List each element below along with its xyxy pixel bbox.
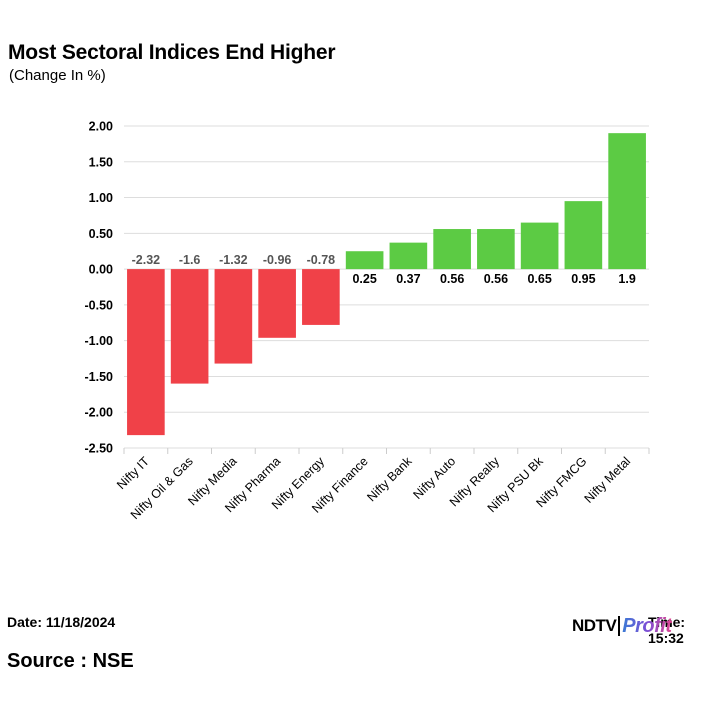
data-label: -1.6 [179, 253, 201, 267]
bar-nifty-energy [302, 269, 340, 325]
y-tick-label: -1.00 [85, 334, 114, 348]
bar-nifty-metal [608, 133, 646, 270]
bar-nifty-it [127, 269, 165, 436]
data-label: 0.95 [571, 272, 595, 286]
logo-divider [618, 616, 621, 636]
bar-nifty-oil-gas [170, 269, 209, 384]
y-tick-label: 1.50 [89, 155, 113, 169]
ndtv-profit-logo: NDTV Profit [572, 612, 672, 640]
bar-nifty-bank [389, 242, 428, 270]
data-label: -1.32 [219, 253, 248, 267]
data-label: 0.37 [396, 272, 420, 286]
y-tick-label: -1.50 [85, 370, 114, 384]
y-tick-label: -2.00 [85, 406, 114, 420]
x-tick-label: Nifty Metal [582, 454, 634, 506]
chart-title: Most Sectoral Indices End Higher [8, 41, 336, 64]
source-label: Source : NSE [7, 650, 134, 672]
bar-nifty-finance [345, 251, 384, 270]
data-label: -0.96 [263, 253, 292, 267]
logo-profit-text: Profit [622, 614, 672, 637]
y-tick-label: 0.50 [89, 227, 113, 241]
x-tick-label: Nifty IT [114, 454, 152, 492]
data-label: 0.25 [352, 272, 376, 286]
bar-nifty-fmcg [564, 201, 603, 270]
bar-chart: 2.00 1.50 1.00 0.50 0.00 -0.50 -1.00 -1.50 -2.00… [85, 120, 650, 522]
date-label: Date: 11/18/2024 [7, 614, 116, 630]
bar-nifty-realty [477, 229, 515, 270]
time-label: Time: 15:32 [648, 614, 685, 646]
data-label: -2.32 [132, 253, 161, 267]
data-label: 1.9 [618, 272, 635, 286]
bar-nifty-auto [433, 229, 471, 270]
y-tick-label: -0.50 [85, 298, 114, 312]
data-label: 0.56 [484, 272, 508, 286]
logo-ndtv-text: NDTV [572, 616, 617, 635]
chart-subtitle: (Change In %) [9, 67, 106, 84]
x-tick-label: Nifty Bank [364, 454, 415, 505]
y-tick-label: 0.00 [89, 263, 113, 277]
y-tick-label: 1.00 [89, 191, 113, 205]
data-label: -0.78 [307, 253, 336, 267]
y-tick-label: -2.50 [85, 442, 114, 456]
bar-nifty-media [214, 269, 253, 364]
data-label: 0.56 [440, 272, 464, 286]
bar-nifty-pharma [258, 269, 296, 338]
bar-nifty-psu-bk [520, 222, 559, 270]
data-label: 0.65 [527, 272, 551, 286]
y-tick-label: 2.00 [89, 120, 113, 134]
